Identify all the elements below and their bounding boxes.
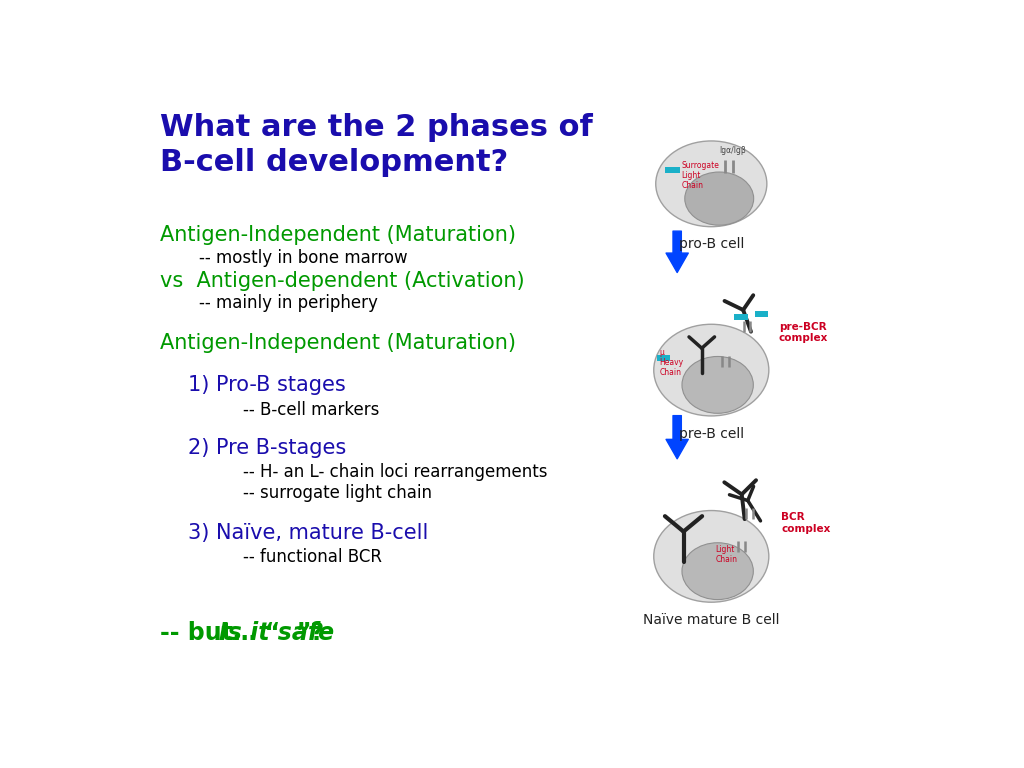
Ellipse shape <box>653 511 769 602</box>
Text: Is it safe: Is it safe <box>219 621 334 645</box>
Bar <box>666 167 680 173</box>
Text: -- but… “: -- but… “ <box>160 621 280 645</box>
Text: Naïve mature B cell: Naïve mature B cell <box>643 613 779 627</box>
Text: pre-B cell: pre-B cell <box>679 426 743 441</box>
Text: vs  Antigen-dependent (Activation): vs Antigen-dependent (Activation) <box>160 271 524 291</box>
Text: ”?: ”? <box>296 621 326 645</box>
Ellipse shape <box>682 356 754 413</box>
Ellipse shape <box>682 543 754 600</box>
Text: μ
Heavy
Chain: μ Heavy Chain <box>659 348 684 377</box>
Text: -- mostly in bone marrow: -- mostly in bone marrow <box>200 249 408 266</box>
Text: -- B-cell markers: -- B-cell markers <box>243 401 380 419</box>
Text: 1) Pro-B stages: 1) Pro-B stages <box>187 375 345 395</box>
Text: -- functional BCR: -- functional BCR <box>243 548 382 565</box>
Ellipse shape <box>685 172 754 225</box>
Bar <box>755 311 768 317</box>
Text: Antigen-Independent (Maturation): Antigen-Independent (Maturation) <box>160 225 516 245</box>
Text: Surrogate
Light
Chain: Surrogate Light Chain <box>681 161 719 190</box>
Text: 3) Naïve, mature B-cell: 3) Naïve, mature B-cell <box>187 523 428 543</box>
Ellipse shape <box>655 141 767 227</box>
Text: Antigen-Independent (Maturation): Antigen-Independent (Maturation) <box>160 333 516 353</box>
Text: BCR
complex: BCR complex <box>781 512 830 534</box>
Text: Light
Chain: Light Chain <box>715 545 737 564</box>
Text: -- H- an L- chain loci rearrangements: -- H- an L- chain loci rearrangements <box>243 463 548 481</box>
Text: -- mainly in periphery: -- mainly in periphery <box>200 294 378 313</box>
Text: Igα/Igβ: Igα/Igβ <box>719 147 745 155</box>
Bar <box>657 356 670 361</box>
Text: 2) Pre B-stages: 2) Pre B-stages <box>187 438 346 458</box>
Text: pre-BCR
complex: pre-BCR complex <box>778 322 828 343</box>
Bar <box>733 314 748 319</box>
Ellipse shape <box>653 324 769 416</box>
Text: What are the 2 phases of
B-cell development?: What are the 2 phases of B-cell developm… <box>160 113 593 177</box>
Text: -- surrogate light chain: -- surrogate light chain <box>243 485 432 502</box>
Text: pro-B cell: pro-B cell <box>679 237 744 251</box>
